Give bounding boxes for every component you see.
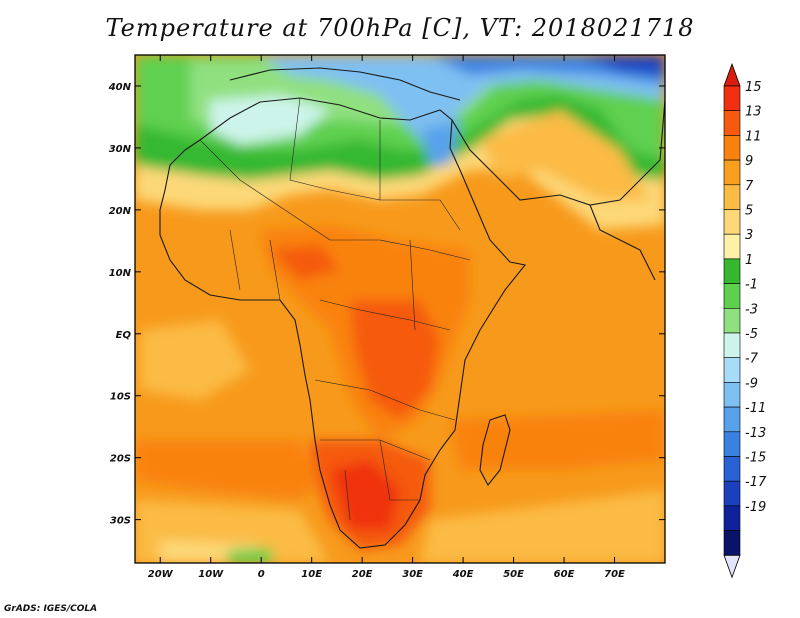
- colorbar-segment: [723, 332, 741, 359]
- border-4: [330, 239, 471, 261]
- lon-tick-label: 0: [258, 569, 265, 580]
- field-band-13c-congo: [350, 300, 440, 420]
- lon-tick-label: 30E: [402, 569, 423, 580]
- border-11: [269, 239, 281, 301]
- lon-tick-label: 60E: [554, 569, 575, 580]
- lon-tick-label: 50E: [503, 569, 524, 580]
- lon-tick-label: 20W: [148, 569, 174, 580]
- colorbar-label: 5: [745, 204, 753, 219]
- colorbar-segment: [723, 431, 741, 457]
- grads-credit: GrADS: IGES/COLA: [4, 604, 98, 614]
- colorbar-label: 15: [745, 80, 762, 95]
- arabia-coastline: [451, 99, 665, 206]
- chart-title: Temperature at 700hPa [C], VT: 201802171…: [105, 14, 695, 42]
- country-borders: [199, 97, 471, 521]
- colorbar-segment: [723, 135, 741, 161]
- field-band-13c-west: [270, 245, 340, 280]
- lat-tick-label: 10N: [109, 268, 132, 279]
- india-coastline: [589, 204, 656, 281]
- border-3: [380, 199, 461, 231]
- colorbar-segment: [723, 357, 741, 383]
- colorbar-label: -1: [745, 278, 758, 293]
- lat-tick-label: 20S: [110, 454, 131, 465]
- border-8: [344, 469, 351, 521]
- field-band-1c-south: [225, 548, 275, 563]
- colorbar-segment: [723, 456, 741, 482]
- field-band-m5c: [210, 95, 330, 145]
- coastlines: [159, 67, 665, 549]
- lon-tick-label: 40E: [452, 569, 474, 580]
- colorbar-label: -13: [745, 426, 766, 441]
- field-band-7c-arabia: [480, 110, 650, 200]
- colorbar-label: -15: [745, 451, 766, 466]
- colorbar-segment: [723, 184, 741, 210]
- colorbar-segment: [723, 283, 741, 309]
- colorbar-segment: [723, 209, 741, 235]
- lat-tick-label: 30S: [110, 516, 131, 527]
- lon-tick-label: 70E: [604, 569, 625, 580]
- border-12: [409, 239, 416, 331]
- colorbar-segment: [723, 85, 741, 112]
- colorbar-segment: [723, 258, 741, 284]
- colorbar-segment: [723, 406, 741, 433]
- latitude-axis: 40N 30N 20N 10N EQ 10S 20S 30S: [108, 82, 665, 527]
- colorbar-label: -19: [745, 500, 766, 515]
- colorbar-label: -3: [745, 302, 758, 317]
- temperature-field: [135, 55, 665, 563]
- colorbar-label: -5: [745, 327, 758, 342]
- europe-coastline: [229, 67, 461, 101]
- field-band-m9c: [260, 55, 665, 150]
- border-1: [199, 139, 331, 241]
- madagascar-coastline: [479, 414, 511, 486]
- field-band-7c-southeast: [420, 490, 665, 563]
- colorbar-segment: [723, 307, 741, 334]
- lat-tick-label: EQ: [116, 330, 132, 341]
- field-band-7c-atl: [140, 320, 250, 400]
- lat-tick-label: 40N: [108, 82, 132, 93]
- colorbar-segment: [723, 505, 741, 531]
- colorbar-label: 11: [745, 129, 762, 144]
- lon-tick-label: 20E: [352, 569, 373, 580]
- colorbar-segment: [723, 110, 741, 136]
- border-9: [379, 439, 420, 501]
- colorbar-label: 1: [745, 253, 753, 268]
- colorbar-label: 9: [745, 154, 753, 169]
- colorbar-segment: [723, 530, 741, 556]
- colorbar-segment: [723, 159, 741, 186]
- lat-tick-label: 20N: [109, 206, 132, 217]
- field-band-15c: [330, 460, 400, 530]
- border-5: [319, 299, 451, 331]
- colorbar-label: -17: [745, 475, 767, 490]
- lon-tick-label: 10E: [301, 569, 322, 580]
- longitude-axis: 20W 10W 0 10E 20E 30E 40E 50E 60E 70E: [148, 55, 625, 580]
- colorbar-segment: [723, 233, 741, 260]
- field-band-11c-sind: [450, 410, 665, 470]
- lat-tick-label: 30N: [109, 144, 132, 155]
- colorbar-label: 7: [745, 179, 754, 194]
- field-band-m17c: [580, 55, 665, 75]
- colorbar-top-arrow: [723, 62, 741, 87]
- colorbar-label: 3: [745, 228, 753, 243]
- lon-tick-label: 10W: [198, 569, 224, 580]
- border-6: [314, 379, 456, 421]
- colorbar-label: -7: [745, 352, 759, 367]
- colorbar-label: 13: [745, 105, 762, 120]
- field-band-11c-satl: [135, 440, 320, 500]
- border-2: [289, 97, 381, 201]
- lat-tick-label: 10S: [110, 392, 131, 403]
- field-band-m11c-east: [420, 120, 460, 165]
- colorbar-label: -11: [745, 401, 766, 416]
- colorbar-label: -9: [745, 376, 758, 391]
- colorbar-segment: [723, 382, 741, 408]
- africa-coastline: [159, 97, 526, 549]
- map-frame: [134, 54, 666, 564]
- colorbar: 15 13 11 9 7 5 3 1 -1 -3 -5 -7 -9 -11 -13 -15 -17 -19: [723, 62, 767, 579]
- colorbar-segment: [723, 480, 741, 507]
- colorbar-bottom-arrow: [723, 554, 741, 579]
- border-10: [229, 229, 241, 291]
